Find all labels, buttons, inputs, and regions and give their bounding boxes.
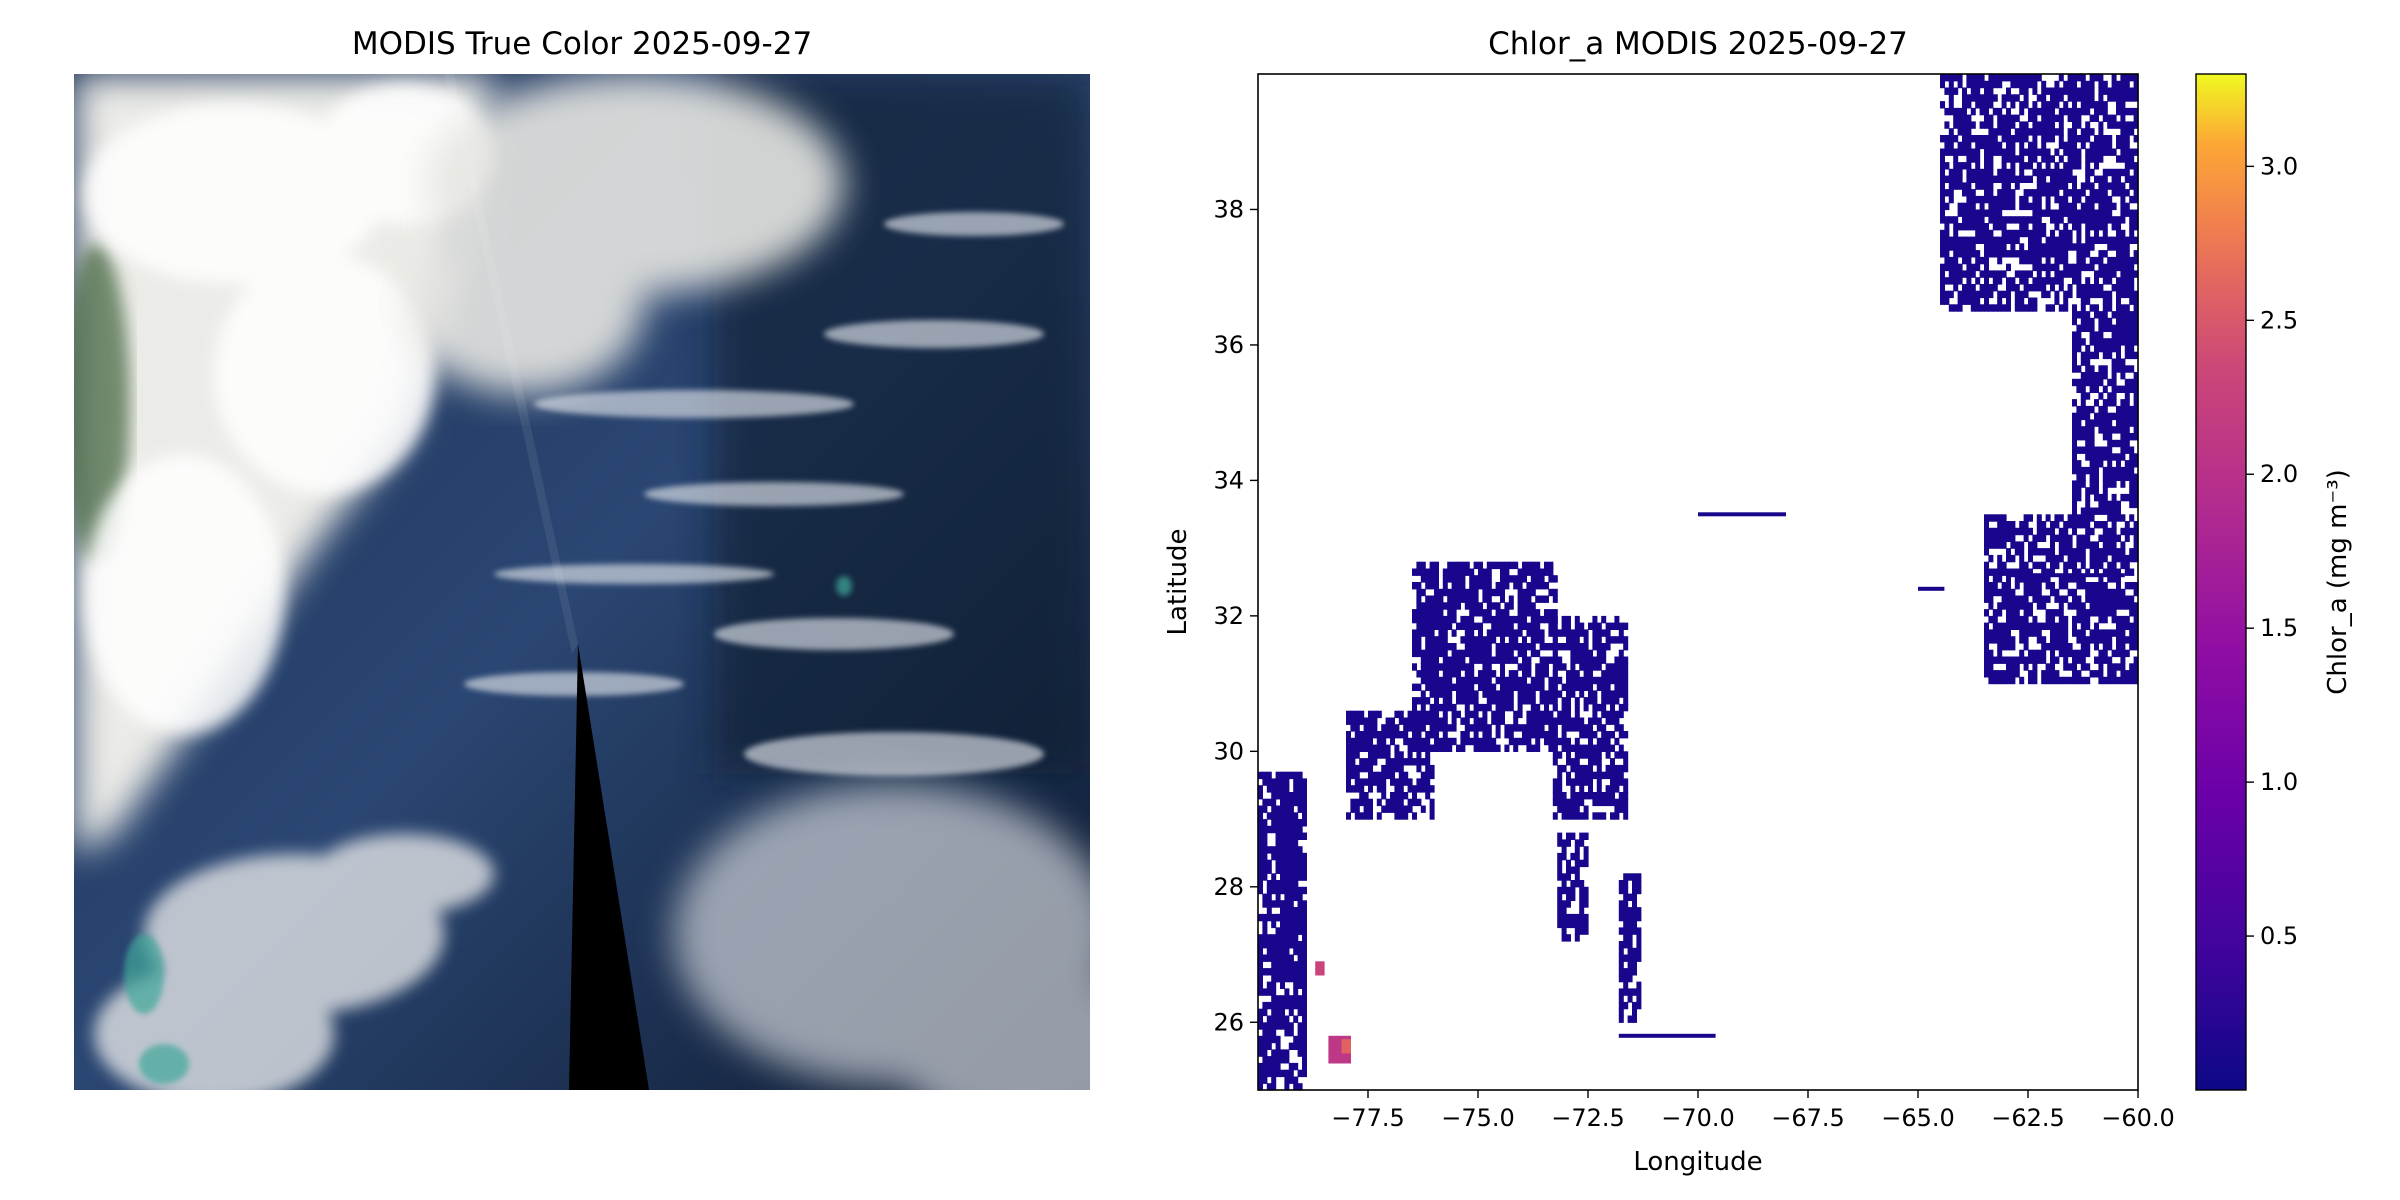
x-tick-label: −75.0 — [1441, 1104, 1515, 1132]
x-tick-label: −65.0 — [1881, 1104, 1955, 1132]
colorbar-label: Chlor_a (mg m⁻³) — [2323, 469, 2353, 695]
chlor-title: Chlor_a MODIS 2025-09-27 — [1488, 26, 1908, 62]
x-axis: −77.5 −75.0 −72.5 −70.0 −67.5 −65.0 −62.5 −60.0 — [1331, 1090, 2175, 1132]
y-tick-label: 38 — [1213, 195, 1244, 223]
cloud-streaks-center — [464, 212, 1064, 776]
y-tick-label: 36 — [1213, 331, 1244, 359]
region-east-mid — [2072, 311, 2139, 515]
colorbar-tick-label: 0.5 — [2260, 922, 2298, 950]
colorbar-tick-label: 1.5 — [2260, 614, 2298, 642]
colorbar — [2195, 73, 2247, 1091]
colorbar-tick-label: 1.0 — [2260, 768, 2298, 796]
region-east-se — [1984, 514, 2139, 685]
x-tick-label: −62.5 — [1991, 1104, 2065, 1132]
y-tick-label: 28 — [1213, 873, 1244, 901]
chlor-heatmap — [1258, 74, 2139, 1091]
cloud-band-southeast — [674, 784, 1090, 1090]
y-tick-label: 30 — [1213, 737, 1244, 765]
colorbar-tick-label: 2.5 — [2260, 306, 2298, 334]
swath-gap — [569, 644, 649, 1090]
cloud-plume-north — [404, 74, 844, 394]
region-west-b — [1275, 792, 1307, 983]
region-central-b — [1346, 710, 1435, 820]
streak-1 — [1698, 512, 1786, 517]
region-central-c — [1552, 615, 1629, 820]
region-hot-a — [1315, 961, 1325, 976]
x-tick-label: −72.5 — [1551, 1104, 1625, 1132]
shallow-water — [124, 576, 852, 1084]
x-tick-label: −77.5 — [1331, 1104, 1405, 1132]
colorbar-tick-label: 3.0 — [2260, 152, 2298, 180]
region-central-a — [1412, 561, 1558, 752]
x-tick-label: −70.0 — [1661, 1104, 1735, 1132]
region-east-ne — [1940, 74, 2139, 312]
region-hot-c — [1341, 1039, 1351, 1054]
y-axis-label: Latitude — [1163, 528, 1193, 635]
region-south-d — [1618, 873, 1642, 1023]
y-tick-label: 32 — [1213, 602, 1244, 630]
x-axis-label: Longitude — [1633, 1147, 1762, 1177]
streak-0 — [1618, 1033, 1716, 1038]
y-axis: 26 28 30 32 34 36 38 — [1213, 195, 1258, 1036]
streak-3 — [2006, 573, 2125, 578]
truecolor-title: MODIS True Color 2025-09-27 — [351, 26, 813, 62]
colorbar-tick-label: 2.0 — [2260, 460, 2298, 488]
x-tick-label: −67.5 — [1771, 1104, 1845, 1132]
y-tick-label: 26 — [1213, 1008, 1244, 1036]
region-south-c — [1557, 832, 1589, 942]
x-tick-label: −60.0 — [2101, 1104, 2175, 1132]
colorbar-ticks: 0.5 1.0 1.5 2.0 2.5 3.0 — [2246, 152, 2298, 950]
truecolor-image — [74, 74, 1090, 1090]
y-tick-label: 34 — [1213, 466, 1244, 494]
swath-seam — [444, 74, 578, 654]
streak-2 — [1918, 586, 1945, 591]
land-patch — [74, 244, 130, 564]
